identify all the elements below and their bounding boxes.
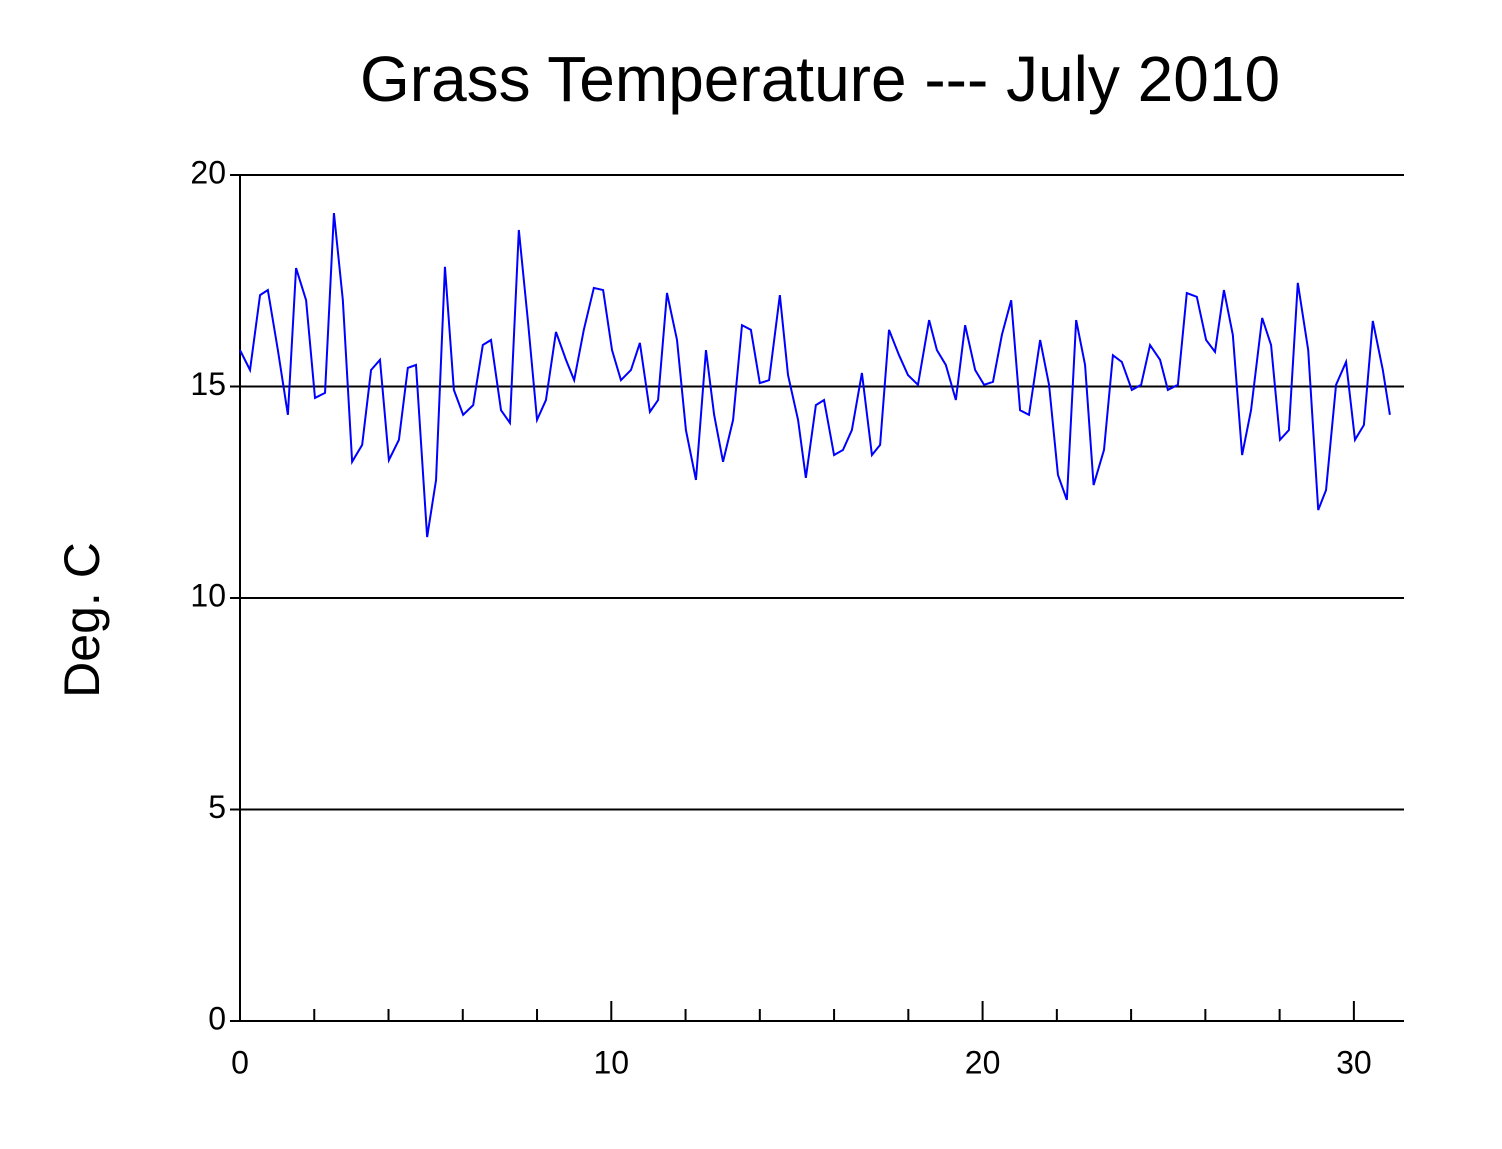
x-tick-label: 0	[231, 1044, 249, 1080]
chart-title: Grass Temperature --- July 2010	[360, 43, 1280, 115]
y-tick-label: 20	[190, 154, 226, 190]
x-tick-label: 30	[1336, 1044, 1372, 1080]
y-tick-label: 5	[208, 789, 226, 825]
x-tick-label: 20	[965, 1044, 1001, 1080]
y-tick-label: 10	[190, 577, 226, 613]
x-tick-label: 10	[593, 1044, 629, 1080]
y-tick-label: 0	[208, 1000, 226, 1036]
data-line	[239, 212, 1391, 538]
y-tick-label: 15	[190, 366, 226, 402]
y-axis-label: Deg. C	[54, 542, 110, 698]
